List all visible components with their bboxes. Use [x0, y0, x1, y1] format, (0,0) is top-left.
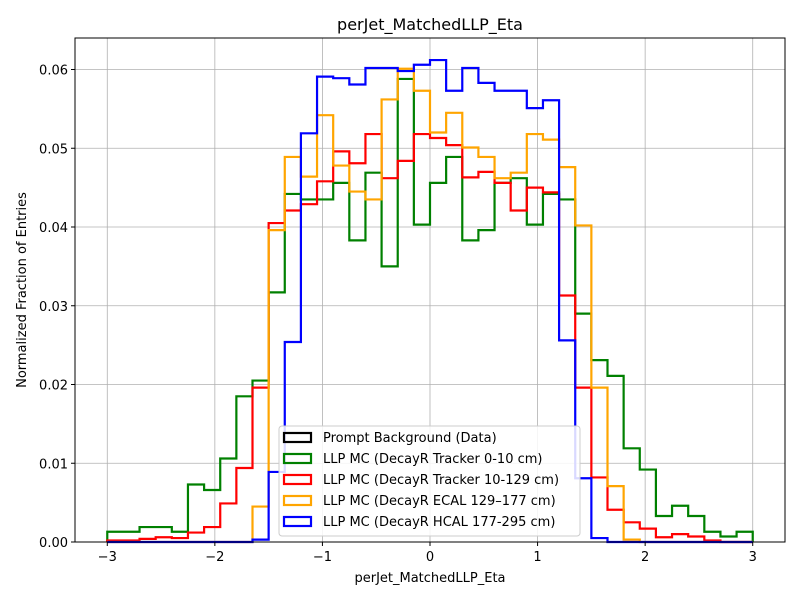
legend-swatch — [282, 452, 313, 465]
x-tick-label: 1 — [533, 550, 541, 565]
legend-swatch — [282, 473, 313, 486]
series-line-1 — [106, 77, 754, 542]
y-tick-label: 0.00 — [39, 536, 68, 551]
legend-label: LLP MC (DecayR Tracker 0-10 cm) — [323, 452, 542, 467]
y-axis-ticks: 0.00 0.01 0.02 0.03 0.04 0.05 0.06 — [39, 64, 75, 551]
legend-box — [278, 425, 581, 537]
legend: Prompt Background (Data) LLP MC (DecayR T… — [278, 425, 581, 537]
series-line-2 — [106, 132, 753, 544]
x-tick-label: 3 — [749, 550, 757, 565]
x-axis-label: perJet_MatchedLLP_Eta — [354, 571, 505, 586]
y-tick-label: 0.05 — [39, 142, 68, 157]
series-line-4 — [107, 58, 753, 544]
y-axis-label: Normalized Fraction of Entries — [15, 192, 30, 388]
legend-label: LLP MC (DecayR Tracker 10-129 cm) — [323, 473, 559, 488]
legend-label: LLP MC (DecayR HCAL 177-295 cm) — [323, 515, 555, 530]
series-line-3 — [107, 67, 753, 544]
x-tick-label: −3 — [98, 550, 117, 565]
x-tick-label: 0 — [426, 550, 434, 565]
legend-swatch — [282, 494, 313, 507]
y-tick-label: 0.03 — [39, 300, 68, 315]
y-tick-label: 0.01 — [39, 457, 68, 472]
legend-label: Prompt Background (Data) — [323, 431, 497, 446]
legend-swatch — [282, 431, 313, 444]
y-tick-label: 0.06 — [39, 64, 68, 79]
y-tick-label: 0.04 — [39, 221, 68, 236]
series-layer — [106, 58, 754, 544]
legend-label: LLP MC (DecayR ECAL 129–177 cm) — [323, 494, 556, 509]
y-tick-label: 0.02 — [39, 379, 68, 394]
x-tick-label: −1 — [313, 550, 332, 565]
chart-title: perJet_MatchedLLP_Eta — [337, 15, 523, 35]
legend-swatch — [282, 515, 313, 528]
x-tick-label: −2 — [205, 550, 224, 565]
x-axis-ticks: −3 −2 −1 0 1 2 3 — [98, 542, 757, 565]
x-tick-label: 2 — [641, 550, 649, 565]
